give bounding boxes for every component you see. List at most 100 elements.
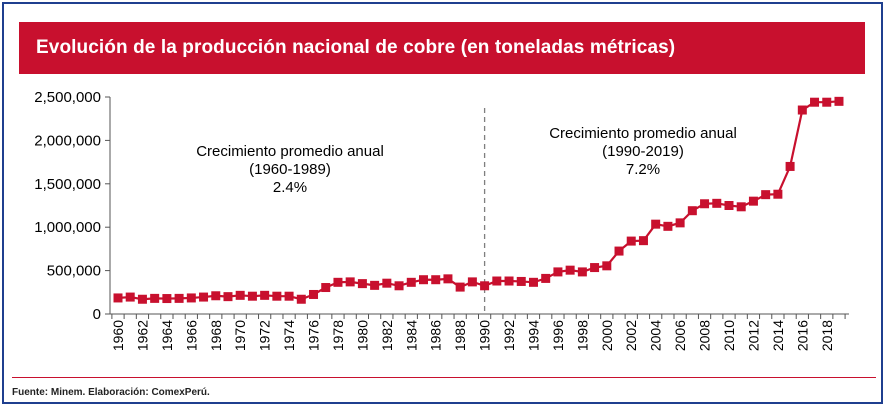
data-point: [480, 281, 490, 291]
chart-title: Evolución de la producción nacional de c…: [36, 37, 676, 58]
data-point: [736, 202, 746, 212]
x-tick-label: 1992: [501, 320, 517, 351]
x-tick-label: 1990: [477, 320, 493, 351]
data-point: [333, 277, 343, 287]
x-tick-label: 1978: [330, 320, 346, 351]
x-tick-label: 2000: [599, 320, 615, 351]
x-tick-label: 1972: [257, 320, 273, 351]
data-point: [150, 293, 160, 303]
x-tick-label: 2006: [672, 320, 688, 351]
x-tick-label: 2016: [794, 320, 810, 351]
data-point: [296, 294, 306, 304]
x-tick-label: 1964: [159, 320, 175, 351]
data-point: [712, 198, 722, 208]
y-tick-label: 2,500,000: [34, 89, 101, 106]
data-point: [321, 283, 331, 293]
x-tick-label: 2010: [721, 320, 737, 351]
data-point: [834, 96, 844, 106]
data-point: [235, 290, 245, 300]
growth-annotation-line: Crecimiento promedio anual: [549, 125, 737, 142]
growth-annotation-line: 2.4%: [273, 179, 307, 196]
x-tick-label: 2002: [623, 320, 639, 351]
data-point: [565, 265, 575, 275]
data-point: [626, 236, 636, 246]
x-tick-label: 1980: [354, 320, 370, 351]
data-point: [651, 219, 661, 229]
data-point: [467, 277, 477, 287]
source-note: Fuente: Minem. Elaboración: ComexPerú.: [12, 387, 210, 398]
data-point: [345, 277, 355, 287]
data-point: [260, 290, 270, 300]
data-point: [370, 280, 380, 290]
data-point: [590, 263, 600, 273]
data-point: [687, 206, 697, 216]
y-tick-label: 500,000: [47, 263, 101, 280]
data-point: [199, 292, 209, 302]
data-point: [663, 221, 673, 231]
data-point: [614, 246, 624, 256]
data-point: [113, 293, 123, 303]
data-point: [797, 105, 807, 115]
data-point: [455, 282, 465, 292]
x-tick-label: 1976: [306, 320, 322, 351]
x-tick-label: 1974: [281, 320, 297, 351]
data-point: [382, 278, 392, 288]
data-point: [516, 276, 526, 286]
growth-annotation-line: 7.2%: [626, 161, 660, 178]
data-point: [357, 279, 367, 289]
data-point: [186, 293, 196, 303]
x-tick-label: 1982: [379, 320, 395, 351]
data-point: [822, 97, 832, 107]
data-point: [504, 276, 514, 286]
data-point: [211, 291, 221, 301]
data-point: [724, 201, 734, 210]
data-point: [553, 267, 563, 277]
data-point: [810, 97, 820, 107]
x-tick-label: 2012: [745, 320, 761, 351]
x-tick-label: 1966: [183, 320, 199, 351]
growth-annotation-line: Crecimiento promedio anual: [196, 143, 384, 160]
data-point: [773, 189, 783, 199]
x-tick-label: 2014: [770, 320, 786, 351]
data-point: [223, 292, 233, 302]
x-tick-label: 1984: [403, 320, 419, 351]
data-point: [272, 291, 282, 301]
x-tick-label: 2008: [697, 320, 713, 351]
data-point: [675, 218, 685, 228]
growth-annotation-line: (1960-1989): [249, 161, 331, 178]
data-point: [284, 291, 294, 301]
data-point: [406, 277, 416, 287]
data-point: [309, 289, 319, 299]
x-tick-label: 2018: [819, 320, 835, 351]
data-point: [162, 294, 172, 304]
y-tick-label: 0: [93, 306, 101, 323]
data-point: [748, 196, 758, 206]
data-point: [137, 294, 147, 304]
x-tick-label: 1994: [525, 320, 541, 351]
x-tick-label: 1962: [134, 320, 150, 351]
data-point: [577, 267, 587, 277]
x-tick-label: 1988: [452, 320, 468, 351]
x-tick-label: 1986: [428, 320, 444, 351]
data-point: [394, 281, 404, 291]
x-tick-label: 1970: [232, 320, 248, 351]
x-tick-label: 2004: [648, 320, 664, 351]
y-tick-label: 1,000,000: [34, 219, 101, 236]
data-point: [541, 273, 551, 283]
data-point: [528, 277, 538, 287]
data-point: [125, 292, 135, 302]
title-bar: Evolución de la producción nacional de c…: [19, 22, 865, 74]
source-divider: [12, 377, 876, 378]
data-point: [419, 275, 428, 285]
growth-annotation-line: (1990-2019): [602, 143, 684, 160]
x-tick-label: 1960: [110, 320, 126, 351]
data-point: [602, 261, 612, 271]
data-point: [785, 161, 795, 171]
data-point: [492, 276, 502, 286]
y-tick-label: 2,000,000: [34, 132, 101, 149]
data-point: [431, 275, 441, 285]
data-point: [700, 199, 710, 209]
data-point: [247, 291, 257, 301]
data-point: [174, 293, 184, 303]
x-tick-label: 1968: [208, 320, 224, 351]
